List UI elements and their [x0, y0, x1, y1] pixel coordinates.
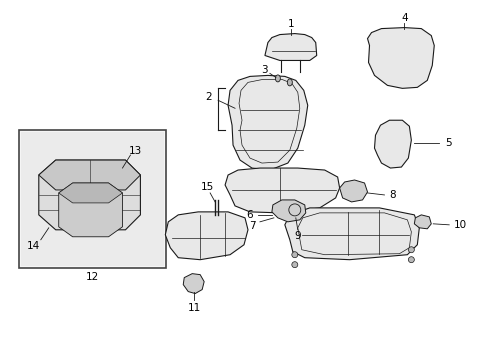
Polygon shape — [39, 160, 140, 230]
Text: 3: 3 — [261, 66, 268, 76]
Text: 5: 5 — [444, 138, 450, 148]
Text: 4: 4 — [400, 13, 407, 23]
Text: 11: 11 — [187, 302, 201, 312]
Polygon shape — [224, 168, 339, 213]
Circle shape — [288, 204, 300, 216]
Polygon shape — [183, 274, 203, 293]
Polygon shape — [227, 75, 307, 170]
Text: 12: 12 — [86, 272, 99, 282]
Ellipse shape — [287, 79, 292, 86]
Circle shape — [407, 247, 413, 253]
Text: 1: 1 — [287, 19, 293, 28]
Polygon shape — [59, 183, 122, 203]
Text: 6: 6 — [246, 210, 253, 220]
Polygon shape — [264, 33, 316, 60]
Text: 2: 2 — [204, 92, 211, 102]
Bar — [19, 130, 166, 268]
Circle shape — [407, 257, 413, 263]
Polygon shape — [271, 200, 305, 222]
Polygon shape — [374, 120, 410, 168]
Text: 9: 9 — [294, 231, 301, 241]
Circle shape — [291, 252, 297, 258]
Circle shape — [291, 262, 297, 268]
Polygon shape — [165, 212, 247, 260]
Text: 10: 10 — [453, 220, 466, 230]
Text: 13: 13 — [128, 146, 142, 156]
Text: 7: 7 — [248, 221, 255, 231]
Ellipse shape — [275, 75, 280, 82]
Text: 14: 14 — [27, 241, 41, 251]
Text: 8: 8 — [388, 190, 395, 200]
Polygon shape — [413, 215, 430, 229]
Polygon shape — [339, 180, 367, 202]
Polygon shape — [367, 28, 433, 88]
Text: 15: 15 — [200, 182, 213, 192]
Bar — [21, 132, 164, 266]
Polygon shape — [59, 183, 122, 237]
Polygon shape — [39, 160, 140, 190]
Polygon shape — [285, 208, 419, 260]
